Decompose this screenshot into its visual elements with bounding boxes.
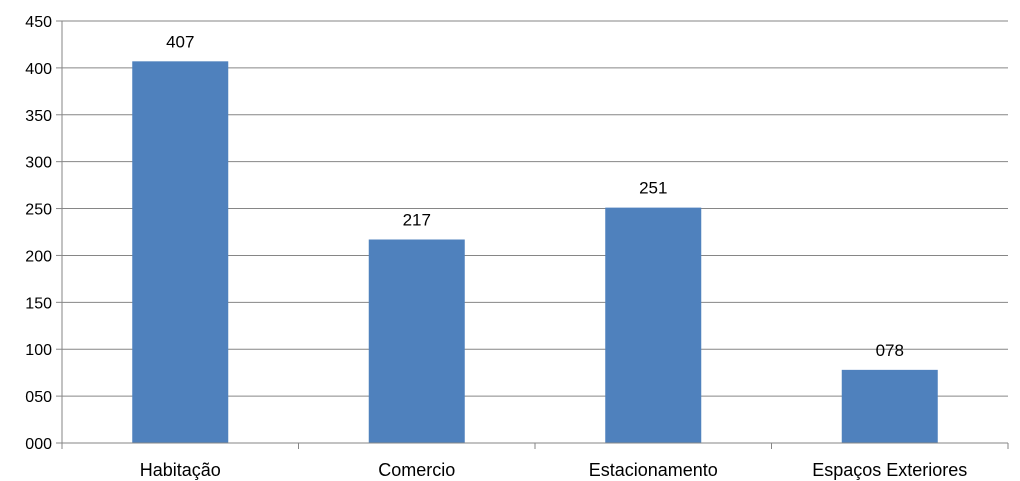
data-label: 407	[166, 32, 194, 51]
category-label: Espaços Exteriores	[812, 460, 967, 480]
y-tick-label: 050	[25, 389, 52, 406]
y-tick-label: 400	[25, 61, 52, 78]
data-labels: 407 217 251 078	[166, 32, 904, 360]
bar	[368, 239, 465, 443]
category-label: Comercio	[378, 460, 455, 480]
bar	[841, 369, 938, 443]
category-labels: Habitação Comercio Estacionamento Espaços E…	[140, 460, 968, 480]
axes	[56, 20, 1009, 449]
category-label: Estacionamento	[589, 460, 718, 480]
y-tick-label: 250	[25, 202, 52, 219]
y-tick-label: 000	[25, 436, 52, 453]
y-tick-labels: 000 050 100 150 200 250 300 350 400 450	[25, 14, 52, 453]
y-tick-label: 450	[25, 14, 52, 31]
bar	[132, 61, 229, 444]
y-tick-label: 350	[25, 108, 52, 125]
data-label: 078	[876, 341, 904, 360]
y-tick-label: 100	[25, 342, 52, 359]
bars	[132, 61, 938, 444]
y-tick-label: 200	[25, 248, 52, 265]
bar	[605, 207, 702, 443]
data-label: 251	[639, 179, 667, 198]
y-tick-label: 300	[25, 155, 52, 172]
y-tick-label: 150	[25, 295, 52, 312]
data-label: 217	[403, 211, 431, 230]
category-label: Habitação	[140, 460, 221, 480]
